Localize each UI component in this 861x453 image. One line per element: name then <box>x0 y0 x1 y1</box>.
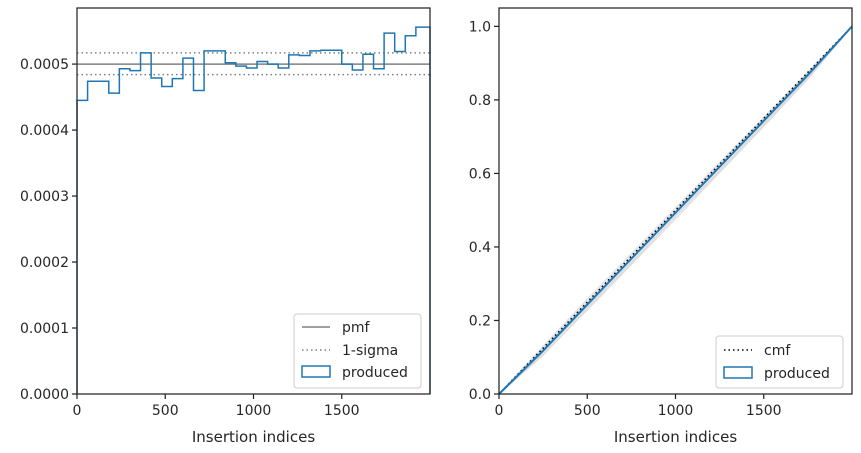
y-tick-label: 0.8 <box>469 93 491 109</box>
x-tick-label: 1000 <box>658 403 694 419</box>
x-tick-label: 0 <box>495 403 504 419</box>
x-axis-ticks: 0 500 1000 1500 <box>495 394 782 419</box>
x-axis-label: Insertion indices <box>192 428 315 446</box>
produced-series <box>498 25 853 395</box>
y-axis-ticks: 0.0 0.2 0.4 0.6 0.8 1.0 <box>469 19 499 403</box>
legend-swatch-produced <box>301 365 331 378</box>
legend-box <box>293 313 422 389</box>
x-tick-label: 1000 <box>236 403 272 419</box>
produced-series <box>76 26 431 394</box>
reference-curve <box>498 26 853 395</box>
y-tick-label: 0.0001 <box>20 321 69 337</box>
reference-curve <box>498 26 853 395</box>
legend-label-pmf: pmf <box>342 320 371 336</box>
x-tick-label: 500 <box>574 403 601 419</box>
y-tick-label: 0.0002 <box>20 255 69 271</box>
x-tick-label: 0 <box>73 403 82 419</box>
y-tick-label: 0.0004 <box>20 123 69 139</box>
y-tick-label: 0.0 <box>469 387 491 403</box>
y-tick-label: 0.0000 <box>20 387 69 403</box>
legend-label-produced: produced <box>764 366 830 382</box>
reference-curves <box>498 26 853 395</box>
cmf-panel: 0 500 1000 1500 0.0 0.2 0.4 0.6 0.8 1.0 Insertio… <box>469 7 853 446</box>
reference-curve <box>498 26 853 395</box>
y-tick-label: 0.4 <box>469 240 491 256</box>
x-axis-ticks: 0 500 1000 1500 <box>73 394 360 419</box>
produced-step-line <box>76 26 431 394</box>
y-tick-label: 0.0005 <box>20 57 69 73</box>
x-tick-label: 1500 <box>324 403 360 419</box>
y-tick-label: 1.0 <box>469 19 491 35</box>
y-axis-ticks: 0.0000 0.0001 0.0002 0.0003 0.0004 0.0005 <box>20 57 77 403</box>
legend-box <box>715 335 844 389</box>
legend-swatch-produced <box>723 366 753 379</box>
sigma-lines <box>77 52 430 76</box>
legend: cmf produced <box>715 335 844 389</box>
y-tick-label: 0.2 <box>469 313 491 329</box>
x-tick-label: 500 <box>152 403 179 419</box>
legend-label-sigma: 1-sigma <box>342 343 398 359</box>
x-tick-label: 1500 <box>746 403 782 419</box>
legend-label-produced: produced <box>342 365 408 381</box>
reference-curve <box>498 26 853 395</box>
pmf-histogram-panel: 0 500 1000 1500 0.00000.00010.00020.00030.0… <box>20 7 431 446</box>
legend-label-cmf: cmf <box>764 343 791 359</box>
produced-line <box>498 25 853 395</box>
y-tick-label: 0.0003 <box>20 189 69 205</box>
y-tick-label: 0.6 <box>469 166 491 182</box>
legend: pmf 1-sigma produced <box>293 313 422 389</box>
x-axis-label: Insertion indices <box>614 428 737 446</box>
